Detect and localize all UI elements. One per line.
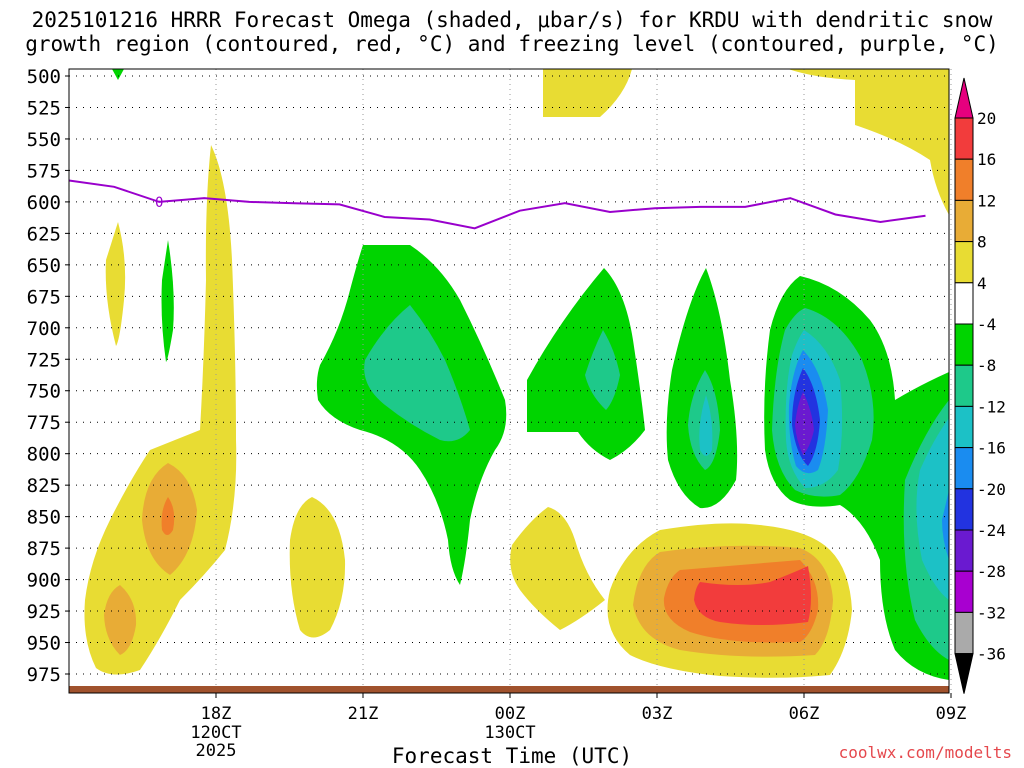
ground-strip [69,686,949,693]
colorbar-bin-7 [954,364,974,407]
y-tick-label-950: 950 [27,633,61,655]
colorbar-bin-11 [954,529,974,572]
omega-orange-left-2 [104,585,137,655]
y-tick-label-775: 775 [27,412,61,434]
colorbar-bin-9 [954,447,974,490]
omega-shading [84,69,949,693]
x-tick-label-18Z: 18Z [201,704,232,724]
y-tick-label-975: 975 [27,664,61,686]
y-tick-label-675: 675 [27,286,61,308]
colorbar-bin-0 [954,77,974,119]
y-tick-label-875: 875 [27,538,61,560]
omega-darkorange-left [161,497,175,535]
colorbar-label-12: -32 [977,603,1006,622]
colorbar-label-2: 12 [977,191,996,210]
freezing-level-label: 0 [155,195,163,211]
omega-teal-mid [364,305,470,442]
colorbar-label-3: 8 [977,233,987,252]
colorbar-bin-13 [954,611,974,655]
y-tick-label-700: 700 [27,318,61,340]
colorbar-label-7: -12 [977,397,1006,416]
colorbar-bin-5 [954,282,974,325]
credit-text: coolwx.com/modelts [838,743,1012,762]
omega-green-03z [527,268,645,460]
omega-purple-07z [795,392,814,455]
x-tick-sublabel-18Z-0: 120CT [190,723,241,743]
colorbar-label-8: -16 [977,439,1006,458]
y-tick-label-650: 650 [27,255,61,277]
omega-yellow-top-1 [543,69,632,117]
freezing-level-line [68,179,926,230]
y-tick-label-550: 550 [27,129,61,151]
colorbar-bin-2 [954,158,974,201]
colorbar-bin-1 [954,117,974,160]
y-tick-label-850: 850 [27,507,61,529]
omega-yellow-top-2 [788,69,949,215]
omega-cyan-right [916,418,949,600]
chart-title-line-1: 2025101216 HRRR Forecast Omega (shaded, … [31,8,993,32]
omega-yellow-mid-2 [510,507,605,630]
colorbar-bin-12 [954,570,974,613]
colorbar-label-10: -24 [977,521,1006,540]
colorbar-label-5: -4 [977,315,996,334]
colorbar-bin-14 [954,653,974,694]
colorbar-label-4: 4 [977,274,987,293]
y-tick-label-625: 625 [27,223,61,245]
plot-frame [68,68,950,694]
x-tick-sublabel-00Z-0: 130CT [484,723,535,743]
omega-blue-right [942,490,949,560]
omega-green-top [112,69,124,80]
colorbar-bin-4 [954,241,974,284]
x-tick-sublabel-18Z-1: 2025 [196,741,237,761]
y-tick-label-750: 750 [27,381,61,403]
chart-title-line-2: growth region (contoured, red, °C) and f… [25,32,999,56]
x-axis-label: Forecast Time (UTC) [391,744,633,768]
colorbar-bin-10 [954,488,974,531]
y-tick-label-800: 800 [27,444,61,466]
omega-green-thin [161,240,174,362]
colorbar-label-1: 16 [977,150,996,169]
grid-lines [69,69,952,693]
y-tick-label-925: 925 [27,601,61,623]
colorbar-label-11: -28 [977,562,1006,581]
y-tick-label-500: 500 [27,66,61,88]
y-tick-label-900: 900 [27,570,61,592]
omega-teal-03z [585,330,620,410]
colorbar-label-6: -8 [977,356,996,375]
omega-yellow-mid-1 [289,497,346,638]
y-tick-label-825: 825 [27,475,61,497]
colorbar-label-13: -36 [977,645,1006,664]
colorbar-bin-8 [954,405,974,449]
omega-yellow-column [84,145,237,675]
y-tick-label-525: 525 [27,97,61,119]
colorbar-bin-6 [954,323,974,366]
x-tick-label-03Z: 03Z [642,704,673,724]
colorbar-label-9: -20 [977,480,1006,499]
y-tick-label-725: 725 [27,349,61,371]
y-tick-label-600: 600 [27,192,61,214]
omega-cyan-05z [699,395,713,456]
omega-red-core [694,566,811,625]
colorbar-bin-3 [954,199,974,243]
y-axis: 500 525 550 575 600 625 650 675 700 725 750 775 800 8… [27,66,69,686]
colorbar: 20 16 12 8 4 -4 -8 -12 -16 -20 -24 -28 -32 -36 [954,77,1006,694]
x-tick-label-06Z: 06Z [789,704,820,724]
x-tick-label-09Z: 09Z [936,704,967,724]
colorbar-label-0: 20 [977,109,996,128]
x-tick-label-21Z: 21Z [348,704,379,724]
x-tick-label-00Z: 00Z [495,704,526,724]
y-tick-label-575: 575 [27,160,61,182]
omega-yellow-thin-1 [105,222,126,346]
